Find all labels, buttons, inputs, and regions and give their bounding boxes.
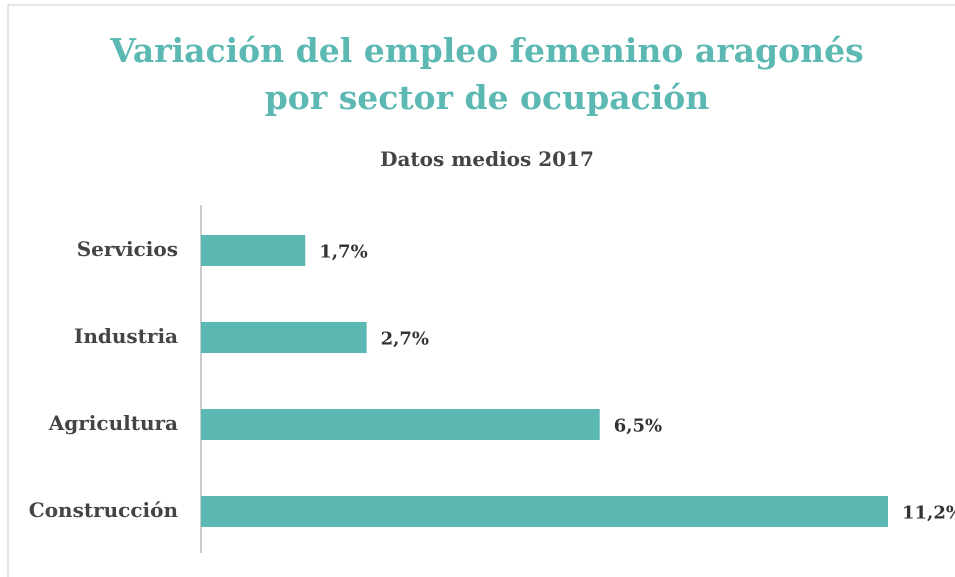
chart-title: Variación del empleo femenino aragonés: [109, 31, 863, 70]
value-label: 1,7%: [319, 242, 367, 263]
value-label: 2,7%: [381, 329, 429, 350]
value-label: 6,5%: [614, 416, 662, 437]
bar: [201, 409, 600, 440]
chart-subtitle: Datos medios 2017: [380, 147, 594, 171]
category-label: Industria: [74, 324, 178, 348]
bar: [201, 235, 306, 266]
value-label: 11,2%: [902, 503, 955, 524]
chart-title: por sector de ocupación: [265, 78, 710, 117]
category-label: Servicios: [77, 237, 178, 261]
bar: [201, 496, 888, 527]
category-label: Construcción: [29, 498, 179, 522]
category-label: Agricultura: [48, 411, 178, 435]
bar: [201, 322, 367, 353]
